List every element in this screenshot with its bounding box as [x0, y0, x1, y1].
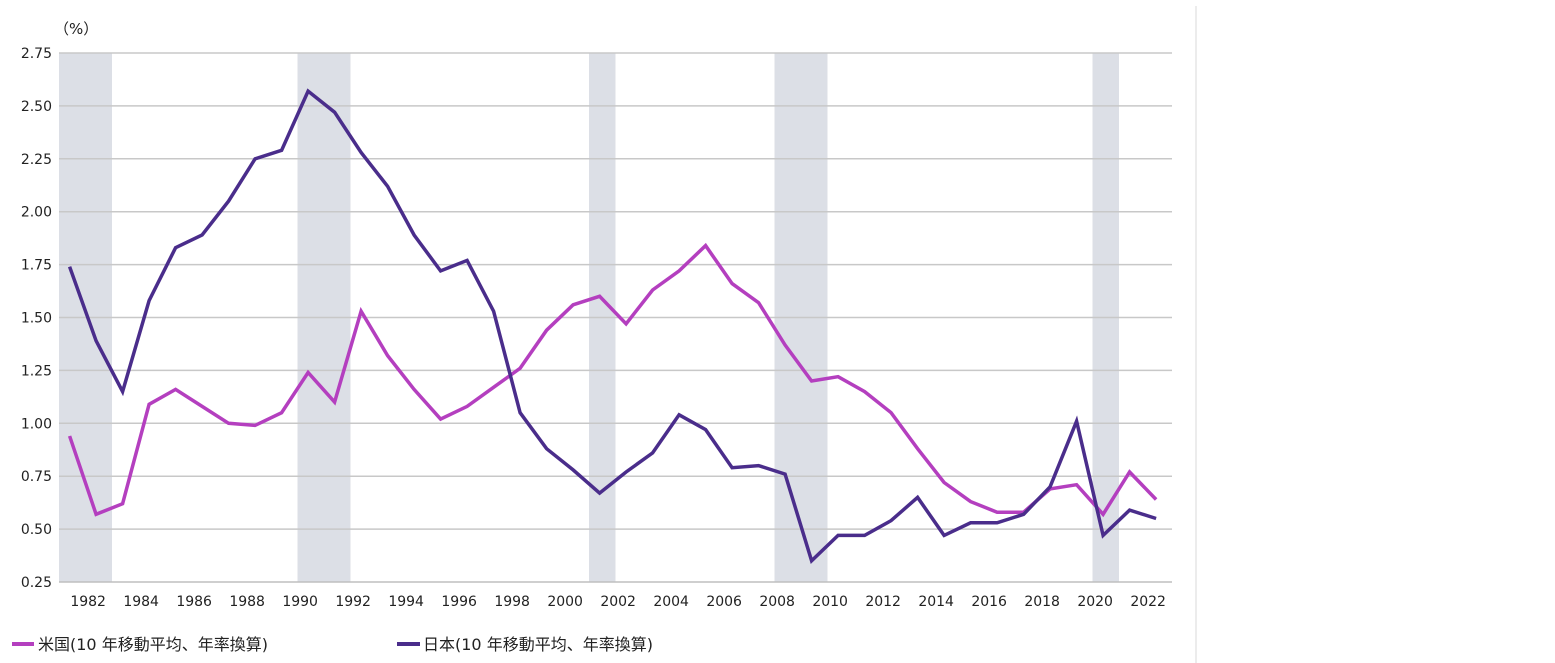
y-unit-label: （%）	[54, 20, 98, 38]
x-tick-label: 2006	[706, 594, 742, 610]
legend-item-us: 米国(10 年移動平均、年率換算)	[12, 635, 268, 654]
x-tick-label: 1984	[123, 594, 159, 610]
y-tick-label: 0.25	[21, 575, 52, 591]
x-tick-label: 2016	[971, 594, 1007, 610]
x-tick-label: 2004	[653, 594, 689, 610]
x-tick-label: 2012	[865, 594, 901, 610]
series-line-japan	[67, 88, 1157, 565]
x-tick-label: 2018	[1024, 594, 1060, 610]
y-tick-label: 2.75	[21, 46, 52, 62]
legend-label-us: 米国(10 年移動平均、年率換算)	[38, 635, 268, 654]
x-tick-label: 1992	[335, 594, 371, 610]
x-tick-label: 2020	[1077, 594, 1113, 610]
x-tick-label: 2022	[1130, 594, 1166, 610]
y-tick-label: 1.00	[21, 416, 52, 432]
series-lines	[67, 88, 1158, 565]
x-tick-label: 2000	[547, 594, 583, 610]
y-tick-label: 2.50	[21, 99, 52, 115]
x-tick-label: 1998	[494, 594, 530, 610]
legend: 米国(10 年移動平均、年率換算) 日本(10 年移動平均、年率換算)	[12, 635, 653, 654]
x-tick-label: 1996	[441, 594, 477, 610]
x-tick-label: 2002	[600, 594, 636, 610]
axes: 0.25 0.50 0.75 1.00 1.25 1.50 1.75 2.00 2.25 2.50…	[21, 46, 1166, 610]
x-tick-label: 1994	[388, 594, 424, 610]
x-tick-label: 1986	[176, 594, 212, 610]
y-tick-label: 2.25	[21, 152, 52, 168]
legend-label-japan: 日本(10 年移動平均、年率換算)	[423, 635, 653, 654]
y-tick-label: 1.25	[21, 363, 52, 379]
x-tick-label: 1982	[70, 594, 106, 610]
y-tick-label: 1.50	[21, 311, 52, 327]
y-tick-label: 0.75	[21, 469, 52, 485]
x-tick-label: 1988	[229, 594, 265, 610]
series-line-us	[67, 242, 1158, 518]
x-tick-label: 2014	[918, 594, 954, 610]
y-tick-label: 1.75	[21, 258, 52, 274]
x-tick-label: 2010	[812, 594, 848, 610]
x-tick-label: 1990	[282, 594, 318, 610]
y-tick-label: 0.50	[21, 522, 52, 538]
y-tick-label: 2.00	[21, 205, 52, 221]
legend-item-japan: 日本(10 年移動平均、年率換算)	[397, 635, 653, 654]
x-tick-label: 2008	[759, 594, 795, 610]
